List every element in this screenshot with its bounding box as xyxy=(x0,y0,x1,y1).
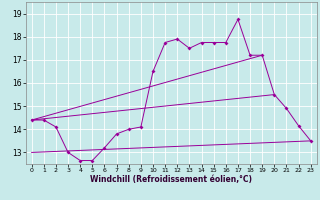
X-axis label: Windchill (Refroidissement éolien,°C): Windchill (Refroidissement éolien,°C) xyxy=(90,175,252,184)
